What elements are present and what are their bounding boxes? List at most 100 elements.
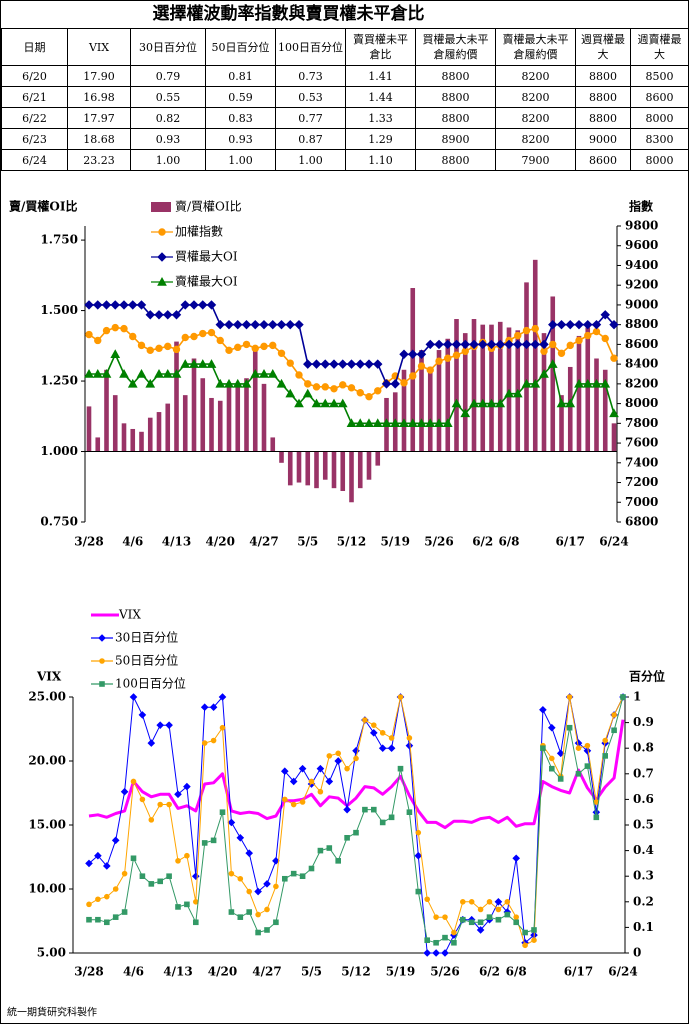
legend-marker	[99, 658, 105, 664]
point	[611, 727, 617, 734]
point	[102, 862, 111, 870]
point	[512, 854, 521, 863]
point	[513, 339, 523, 350]
point	[346, 418, 357, 428]
legend-label: 50日百分位	[115, 653, 178, 668]
point	[566, 694, 573, 700]
point	[584, 763, 591, 769]
point	[129, 693, 138, 701]
point	[255, 911, 261, 918]
data-cell: 8000	[630, 149, 688, 171]
point	[400, 379, 408, 387]
point	[575, 745, 582, 752]
data-cell: 8200	[495, 65, 576, 87]
bar	[497, 321, 503, 452]
point	[486, 914, 493, 920]
y2-tick-label: 0.3	[633, 869, 654, 883]
data-cell: 0.53	[275, 86, 346, 108]
x-tick-label: 6/8	[498, 535, 519, 549]
point	[329, 398, 339, 408]
point	[209, 703, 218, 712]
x-tick-label: 5/5	[301, 965, 322, 979]
point	[407, 418, 418, 428]
point	[225, 346, 233, 355]
data-row: 6/21 16.98 0.55 0.59 0.53 1.44 8800 8200 8800 860…	[1, 86, 688, 108]
point	[147, 739, 156, 747]
point	[531, 324, 539, 333]
point	[317, 788, 324, 795]
point	[183, 782, 191, 791]
point	[610, 354, 618, 362]
point	[112, 886, 119, 892]
point	[356, 389, 364, 397]
data-cell: 1.41	[345, 65, 416, 87]
point	[237, 875, 244, 882]
header-cell: 日期	[1, 28, 68, 66]
line-series	[88, 719, 625, 830]
x-tick-label: 6/24	[608, 965, 637, 979]
point	[232, 378, 243, 388]
point	[347, 384, 356, 392]
point	[365, 392, 373, 401]
bar	[200, 378, 206, 452]
y2-tick-label: 0.2	[633, 894, 654, 908]
data-cell: 0.55	[130, 86, 206, 108]
point	[451, 398, 462, 408]
point	[388, 735, 395, 741]
data-cell: 7900	[495, 149, 576, 171]
point	[442, 914, 448, 920]
point	[175, 904, 181, 910]
point	[285, 319, 295, 330]
y2-tick-label: 0.6	[633, 792, 654, 806]
y-tick-label: 10.00	[28, 882, 66, 896]
point	[303, 359, 313, 369]
data-cell: 1.33	[345, 107, 416, 129]
point	[216, 336, 224, 345]
point	[584, 331, 592, 340]
point	[94, 336, 102, 345]
data-cell: 8800	[415, 149, 496, 171]
y2-tick-label: 9800	[625, 219, 658, 233]
point	[246, 888, 252, 895]
point	[371, 806, 377, 813]
legend-marker	[157, 252, 167, 262]
point	[330, 385, 338, 393]
bar	[322, 451, 328, 480]
bar	[550, 296, 556, 452]
point	[86, 916, 92, 923]
point	[334, 757, 343, 765]
point	[175, 858, 181, 864]
point	[326, 753, 333, 759]
point	[373, 359, 383, 369]
bar	[279, 451, 284, 463]
point	[280, 767, 289, 776]
y2-tick-label: 0.9	[633, 715, 654, 729]
point	[210, 737, 217, 744]
point	[236, 833, 245, 842]
point	[521, 378, 532, 388]
point	[566, 341, 574, 350]
x-tick-label: 6/24	[599, 535, 628, 549]
point	[210, 837, 217, 844]
x-tick-label: 3/28	[74, 965, 103, 979]
x-tick-label: 6/2	[479, 965, 500, 979]
y-tick-label: 5.00	[37, 946, 66, 960]
point	[469, 339, 479, 350]
bar	[375, 451, 381, 466]
legend-label: 賣/買權OI比	[175, 199, 242, 214]
point	[282, 796, 288, 803]
point	[154, 310, 164, 320]
point	[241, 319, 252, 330]
point	[129, 332, 137, 341]
point	[557, 349, 566, 357]
point	[155, 344, 163, 353]
header-cell: 買權最大未平倉履約價	[415, 28, 496, 66]
point	[110, 300, 120, 310]
point	[442, 418, 453, 428]
point	[137, 341, 146, 350]
legend-marker	[98, 634, 106, 642]
point	[353, 755, 359, 762]
point	[432, 949, 440, 957]
point	[290, 870, 297, 877]
